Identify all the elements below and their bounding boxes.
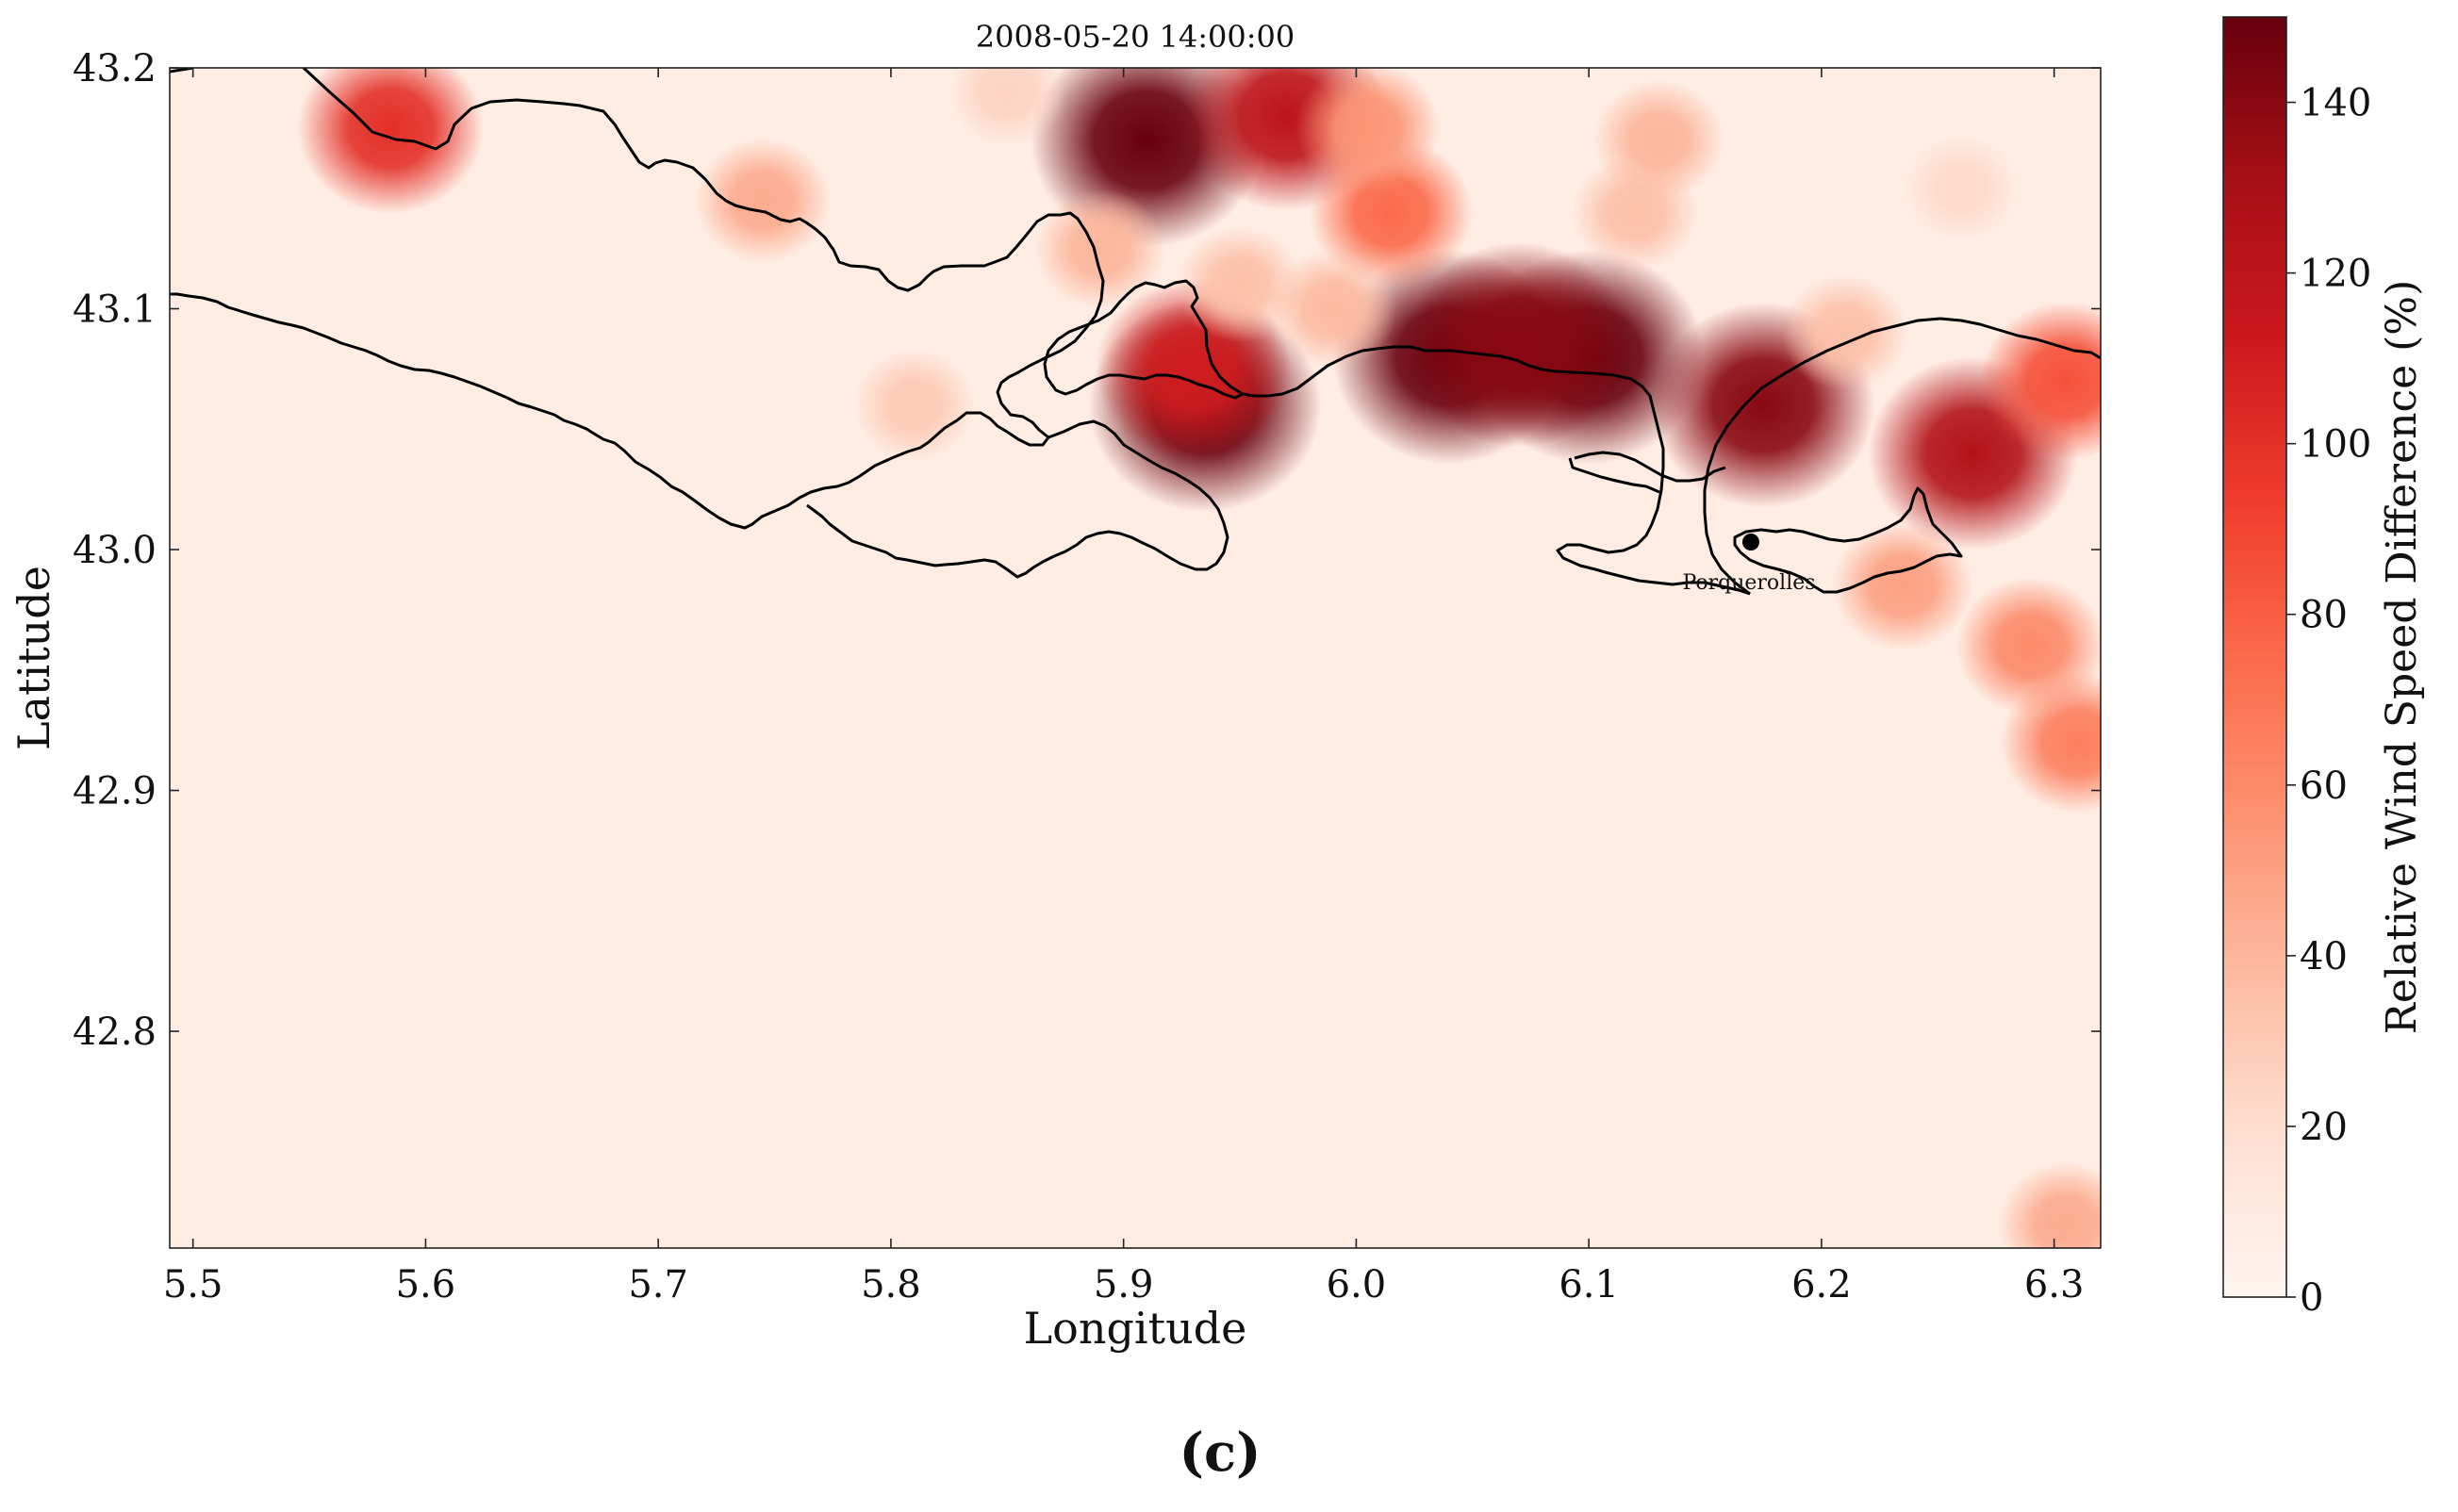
heatmap-hotspot <box>1407 241 1631 448</box>
panel-label: (c) <box>1179 1422 1261 1484</box>
x-tick-label: 5.5 <box>163 1263 223 1307</box>
x-axis-ticks: 5.5 5.6 5.7 5.8 5.9 6.0 6.1 6.2 6.3 <box>163 68 2085 1307</box>
heatmap-hotspot <box>949 68 1065 146</box>
x-tick-label: 5.8 <box>861 1263 921 1307</box>
colorbar-tick-label: 80 <box>2300 594 2348 637</box>
coastline <box>170 68 2101 596</box>
y-tick-label: 42.9 <box>73 770 157 814</box>
colorbar <box>2222 16 2287 1298</box>
porquerolles-label: Porquerolles <box>1682 571 1815 595</box>
colorbar-label: Relative Wind Speed Difference (%) <box>2378 280 2426 1035</box>
y-tick-label: 43.1 <box>73 288 157 332</box>
coastline-toulon <box>806 419 1229 579</box>
x-tick-label: 6.1 <box>1559 1263 1619 1307</box>
heatmap-hotspot <box>1034 189 1166 309</box>
y-tick-label: 42.8 <box>73 1011 157 1054</box>
heatmap-hotspot <box>1979 302 2101 461</box>
coastline-hyeres <box>1703 317 2101 596</box>
heatmap-hotspot <box>1268 249 1397 369</box>
x-tick-label: 6.3 <box>2024 1263 2085 1307</box>
porquerolles-marker <box>1742 534 1759 551</box>
heatmap-hotspot <box>2000 671 2101 814</box>
y-axis-label: Latitude <box>8 566 59 750</box>
colorbar-tick-label: 0 <box>2300 1276 2323 1320</box>
heatmap-hotspot <box>695 138 831 263</box>
y-axis-ticks: 42.8 42.9 43.0 43.1 43.2 <box>73 47 2101 1054</box>
y-tick-label: 43.2 <box>73 47 157 90</box>
coastline-porquerolles <box>1733 486 1963 594</box>
colorbar-tick-label: 40 <box>2300 935 2348 978</box>
coastline-cap-sicie <box>1043 279 1245 400</box>
colorbar-ticks: 0 20 40 60 80 100 120 140 <box>2286 82 2371 1320</box>
heatmap-hotspot <box>853 349 975 461</box>
heatmap-hotspot <box>1781 274 1908 391</box>
colorbar-tick-label: 100 <box>2300 423 2371 467</box>
colorbar-tick-label: 60 <box>2300 764 2348 808</box>
coastline-giens-east <box>1242 345 1751 596</box>
y-tick-label: 43.0 <box>73 529 157 572</box>
heatmap-hotspot <box>1295 68 1441 195</box>
x-tick-label: 6.2 <box>1791 1263 1852 1307</box>
heatmap-area <box>170 68 2101 1248</box>
plot-frame <box>169 67 2102 1249</box>
heatmap-hotspot <box>1904 136 2019 241</box>
heatmap-hotspots <box>297 68 2101 1248</box>
x-tick-label: 5.7 <box>628 1263 688 1307</box>
heatmap-hotspot <box>1998 1161 2101 1248</box>
colorbar-tick-label: 140 <box>2300 82 2371 125</box>
x-tick-label: 5.6 <box>396 1263 456 1307</box>
heatmap-hotspot <box>1593 80 1724 201</box>
x-axis-label: Longitude <box>1024 1303 1247 1354</box>
coastline-giens-peninsula <box>1568 451 1726 494</box>
heatmap-hotspot <box>1833 521 1973 650</box>
colorbar-tick-label: 120 <box>2300 253 2371 296</box>
x-tick-label: 5.9 <box>1094 1263 1154 1307</box>
colorbar-tick-label: 20 <box>2300 1106 2348 1149</box>
x-tick-label: 6.0 <box>1327 1263 1387 1307</box>
chart-title: 2008-05-20 14:00:00 <box>976 19 1295 55</box>
